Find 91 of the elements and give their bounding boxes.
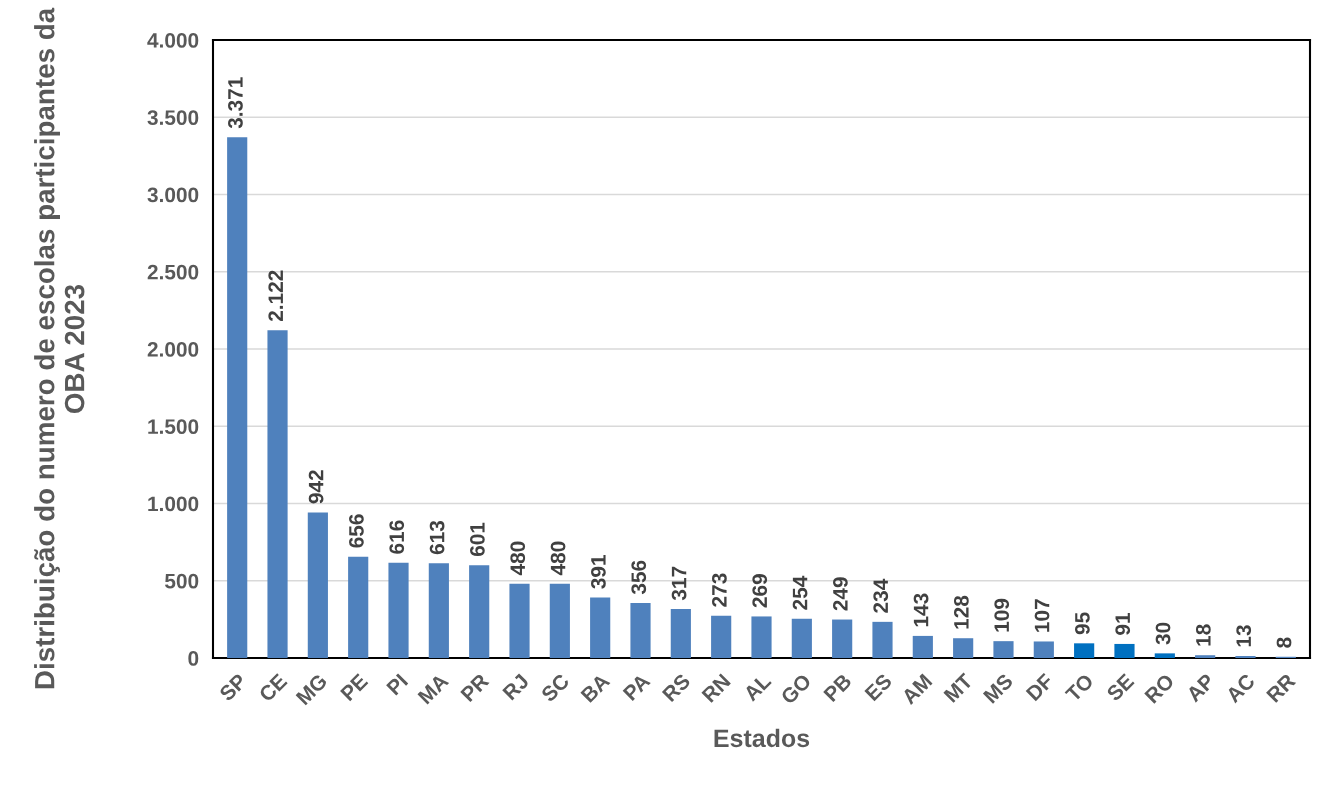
- data-label: 3.371: [228, 77, 243, 129]
- bar: [1195, 655, 1216, 658]
- bar: [267, 330, 288, 658]
- data-label: 109: [994, 598, 1010, 632]
- x-axis-title: Estados: [714, 728, 810, 748]
- x-tick-label: PB: [823, 673, 853, 703]
- y-tick-label: 0: [188, 651, 199, 666]
- x-tick-label: RN: [701, 673, 731, 703]
- bar: [549, 583, 570, 658]
- x-tick-label: AC: [1224, 672, 1256, 704]
- data-label: 356: [631, 560, 647, 595]
- y-tick-label: 3.000: [147, 187, 199, 203]
- x-tick-label: RR: [1266, 672, 1297, 703]
- bar: [630, 603, 651, 658]
- x-tick-label: MS: [982, 672, 1014, 704]
- data-label: 91: [1115, 613, 1131, 635]
- x-tick-label: ES: [864, 672, 893, 702]
- x-tick-label: PA: [622, 672, 651, 701]
- bar: [1235, 655, 1256, 658]
- x-tick-label: RO: [1144, 672, 1176, 704]
- bar: [791, 618, 812, 658]
- bar: [1114, 643, 1135, 658]
- data-label: 613: [429, 520, 445, 555]
- x-tick-label: CE: [258, 672, 288, 703]
- data-label: 128: [953, 595, 969, 629]
- bar: [711, 615, 732, 658]
- bar: [469, 565, 490, 658]
- data-label: 95: [1074, 612, 1090, 635]
- data-label: 254: [792, 575, 808, 610]
- x-tick-label: TO: [1064, 672, 1095, 703]
- x-tick-label: PI: [386, 673, 409, 696]
- bar: [993, 641, 1014, 658]
- x-tick-label: PR: [460, 672, 490, 703]
- bar: [428, 563, 449, 658]
- y-tick-label: 1.000: [148, 496, 199, 512]
- bar: [227, 137, 248, 658]
- data-label: 2.122: [268, 270, 283, 322]
- x-tick-label: MG: [295, 673, 328, 706]
- bar: [388, 562, 409, 658]
- bar: [509, 583, 530, 658]
- x-tick-label: SE: [1105, 672, 1135, 702]
- data-label: 942: [308, 470, 324, 504]
- data-label: 234: [873, 578, 889, 613]
- data-label: 273: [712, 573, 727, 607]
- x-tick-label: GO: [779, 672, 813, 706]
- bar: [912, 635, 933, 658]
- x-tick-label: DF: [1025, 672, 1054, 702]
- data-label: 30: [1155, 622, 1171, 645]
- bar: [307, 512, 328, 658]
- y-tick-label: 2.500: [147, 264, 199, 280]
- x-tick-label: SP: [218, 672, 248, 702]
- bar: [832, 619, 853, 658]
- x-tick-label: RS: [661, 672, 692, 703]
- bar: [590, 597, 611, 658]
- bar: [872, 621, 893, 658]
- bar: [348, 556, 369, 658]
- data-label: 18: [1195, 624, 1211, 646]
- bar: [1154, 653, 1175, 658]
- x-tick-label: SC: [540, 672, 571, 703]
- x-tick-label: AL: [742, 672, 772, 702]
- bar: [751, 616, 772, 658]
- bar: [1033, 641, 1054, 658]
- data-label: 13: [1236, 625, 1252, 647]
- bar: [670, 609, 691, 658]
- y-tick-label: 2.000: [147, 342, 199, 357]
- data-label: 616: [389, 520, 405, 554]
- data-label: 480: [550, 541, 566, 576]
- y-tick-label: 500: [165, 573, 199, 589]
- y-tick-label: 4.000: [147, 33, 199, 48]
- x-tick-label: AM: [900, 673, 933, 706]
- data-label: 656: [349, 514, 364, 548]
- bar: [953, 638, 974, 658]
- data-label: 601: [470, 522, 485, 557]
- y-axis-title: Distribuição do numero de escolas participantes da OBA 2023: [34, 7, 85, 689]
- x-tick-label: RJ: [502, 673, 530, 701]
- data-label: 317: [671, 566, 687, 601]
- x-tick-label: AP: [1185, 672, 1216, 703]
- data-label: 107: [1034, 599, 1050, 632]
- y-tick-label: 1.500: [148, 419, 199, 434]
- data-label: 249: [833, 577, 848, 611]
- data-label: 480: [510, 541, 526, 576]
- data-label: 143: [913, 593, 929, 627]
- x-tick-label: PE: [340, 673, 369, 702]
- x-tick-label: MT: [943, 672, 974, 703]
- y-tick-label: 3.500: [147, 110, 199, 126]
- x-tick-label: MA: [417, 672, 450, 705]
- bar: [1074, 643, 1095, 658]
- data-label: 391: [591, 555, 606, 589]
- data-label: 8: [1276, 637, 1292, 648]
- x-tick-label: BA: [580, 672, 611, 703]
- data-label: 269: [752, 574, 768, 608]
